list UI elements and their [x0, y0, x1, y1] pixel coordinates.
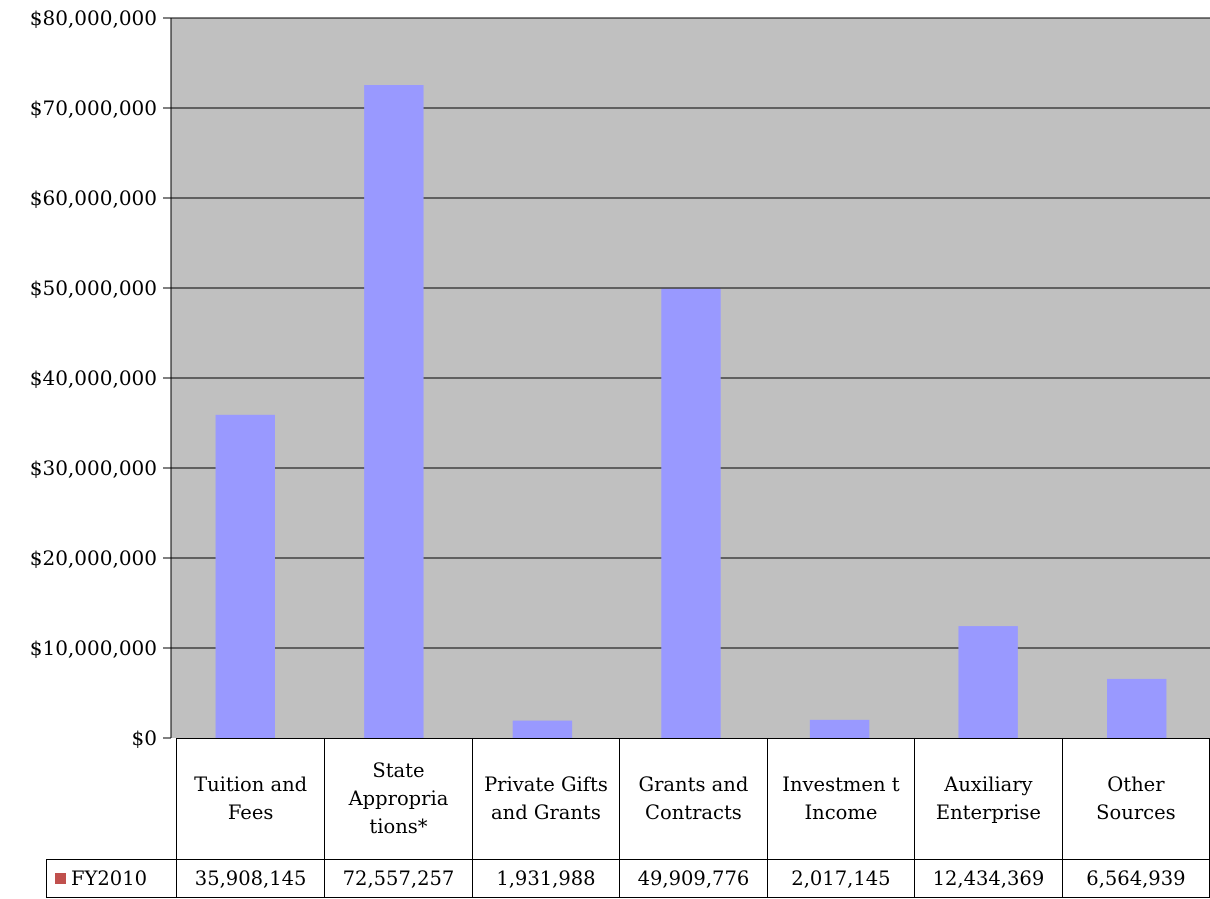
- y-tick-label: $60,000,000: [30, 186, 157, 210]
- category-cell: Auxiliary Enterprise: [913, 738, 1063, 860]
- bar: [809, 719, 870, 738]
- data-label: 6,564,939: [1061, 859, 1210, 898]
- category-row: Tuition and Fees State Appropria tions* Pr…: [47, 738, 1210, 860]
- category-cell: Other Sources: [1061, 738, 1210, 860]
- y-tick-label: $40,000,000: [30, 366, 157, 390]
- value-row: FY2010 35,908,145 72,557,257 1,931,988 49,9…: [45, 859, 1210, 898]
- data-label: 72,557,257: [324, 859, 473, 898]
- x-tick-label: Grants and Contracts: [638, 773, 749, 824]
- y-tick-label: $80,000,000: [30, 6, 157, 30]
- legend-swatch: [55, 873, 66, 884]
- bar: [958, 626, 1018, 738]
- y-tick-label: $50,000,000: [30, 276, 157, 300]
- category-cell: Investmen t Income: [766, 738, 915, 860]
- x-tick-label: Investmen t Income: [782, 773, 900, 824]
- data-label: 12,434,369: [913, 859, 1063, 898]
- y-tick-label: $70,000,000: [30, 96, 157, 120]
- y-tick-label: $0: [132, 726, 157, 750]
- bar: [364, 84, 424, 739]
- x-tick-label: State Appropria tions*: [348, 759, 449, 838]
- data-label: 35,908,145: [176, 859, 326, 898]
- category-cell: Grants and Contracts: [619, 738, 768, 860]
- data-table-corner: [47, 739, 177, 860]
- bar: [661, 288, 721, 738]
- bar: [512, 720, 573, 738]
- category-cell: Private Gifts and Grants: [471, 738, 621, 860]
- x-tick-label: Other Sources: [1096, 773, 1176, 824]
- legend-series-name: FY2010: [71, 867, 148, 890]
- data-table: Tuition and Fees State Appropria tions* Pr…: [45, 738, 1210, 898]
- category-cell: State Appropria tions*: [324, 738, 473, 860]
- legend-cell: FY2010: [45, 859, 178, 898]
- y-tick-label: $30,000,000: [30, 456, 157, 480]
- x-tick-label: Tuition and Fees: [194, 773, 308, 824]
- x-tick-label: Private Gifts and Grants: [484, 773, 608, 824]
- y-tick-label: $20,000,000: [30, 546, 157, 570]
- x-tick-label: Auxiliary Enterprise: [935, 773, 1041, 824]
- data-label: 1,931,988: [471, 859, 621, 898]
- data-label: 49,909,776: [619, 859, 768, 898]
- category-cell: Tuition and Fees: [176, 738, 326, 860]
- bar: [215, 414, 275, 738]
- bar: [1107, 678, 1167, 738]
- data-label: 2,017,145: [766, 859, 915, 898]
- y-tick-label: $10,000,000: [30, 636, 157, 660]
